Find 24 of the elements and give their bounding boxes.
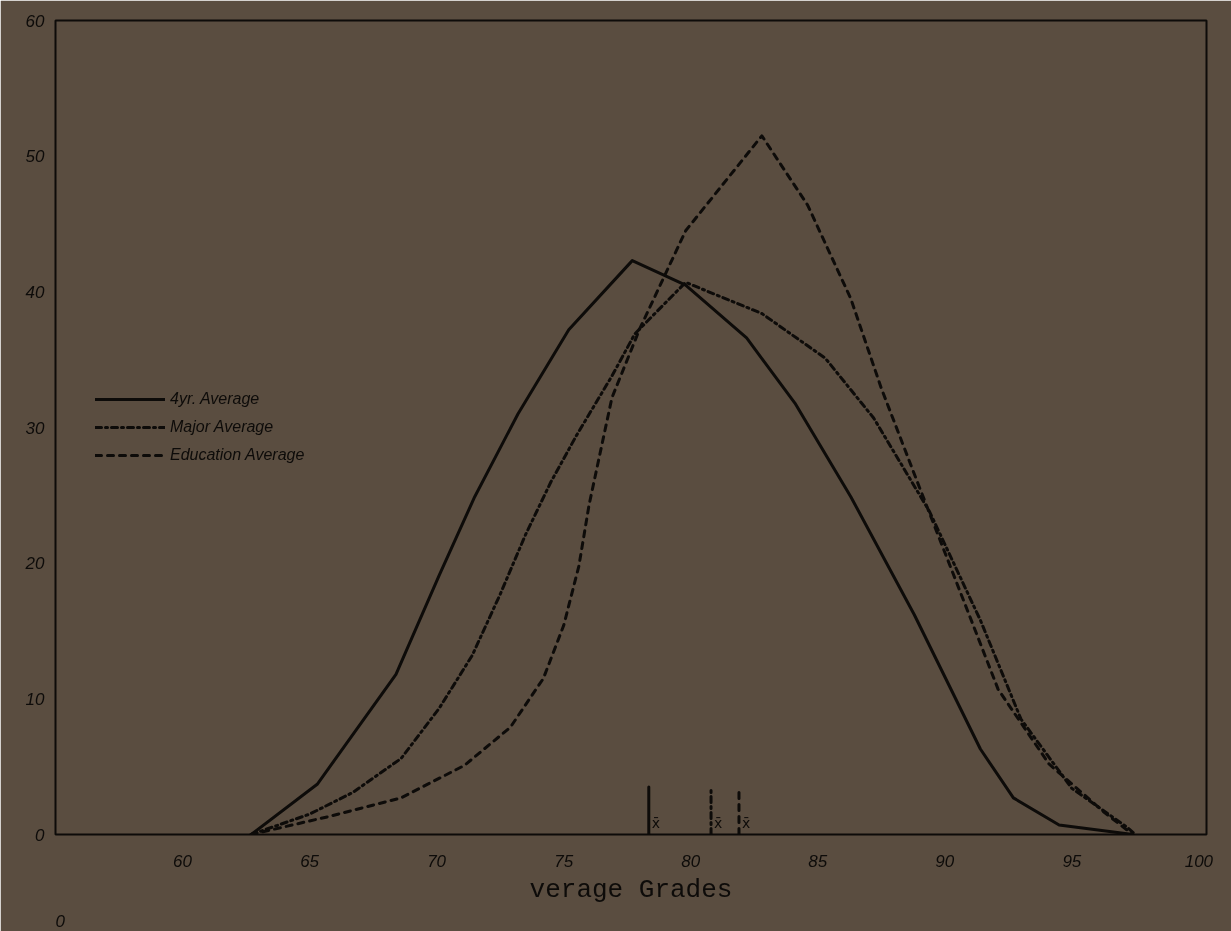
y-tick-label: 40 [25,282,46,302]
x-axis-title: verage Grades [529,874,733,905]
annotation: x̄ [651,814,661,831]
x-tick-label: 80 [681,851,701,871]
legend-label: Major Average [170,418,274,436]
y-tick-label: 30 [25,418,46,438]
x-tick-label: 95 [1062,851,1082,871]
x-tick-label: 65 [300,851,320,871]
annotation: x̄ [741,814,751,831]
x-tick-label: 85 [808,851,828,871]
annotation: x̄ [714,814,723,831]
x-tick-label: 60 [173,851,193,871]
y-tick-label: 20 [24,554,46,574]
x-tick-label: 90 [935,851,955,871]
y-tick-label: 50 [25,147,46,167]
legend-label: 4yr. Average [170,390,260,408]
x-tick-label: 70 [427,851,447,871]
text: 0 [55,911,66,931]
y-tick-label: 0 [35,825,46,845]
y-tick-label: 10 [25,689,46,709]
x-tick-label: 100 [1184,851,1214,871]
legend-label: Education Average [170,446,305,464]
y-tick-label: 60 [25,11,46,31]
x-tick-label: 75 [554,851,574,871]
